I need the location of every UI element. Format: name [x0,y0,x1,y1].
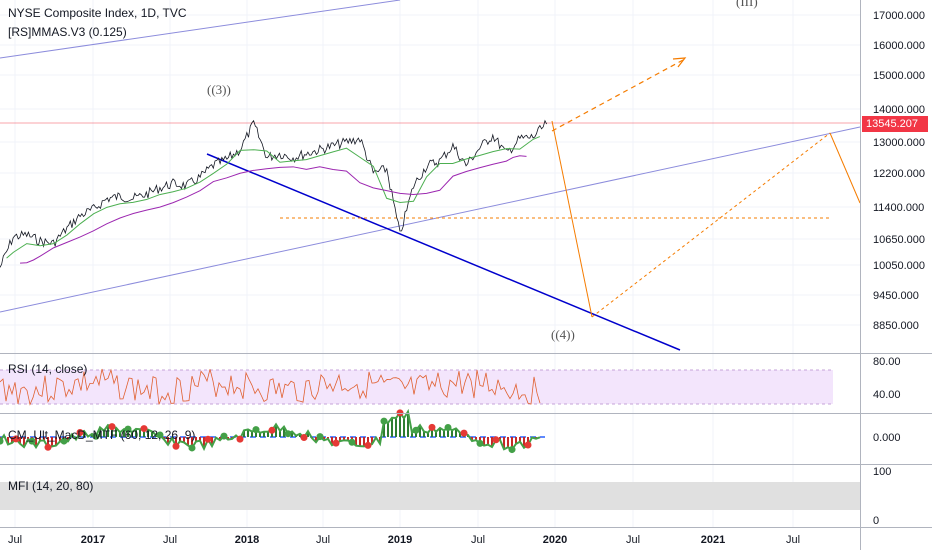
wave-label-4: ((4)) [551,327,575,342]
rsi-tick-label: 80.00 [873,356,901,368]
rsi-band [0,370,833,404]
chart-title[interactable]: NYSE Composite Index, 1D, TVC [8,6,187,20]
macd-legend[interactable]: CM_Ult_MacD_MTF (60, 12, 26, 9) [8,428,196,442]
macd-cross-dot [396,409,404,417]
last-price-badge: 13545.207 [862,116,928,132]
macd-cross-dot [60,437,68,445]
projection-alt-line [551,59,684,132]
macd-cross-dot [316,433,324,441]
macd-cross-dot [460,429,468,437]
time-tick-label: Jul [626,534,640,546]
indicator-legend[interactable]: [RS]MMAS.V3 (0.125) [8,25,127,39]
macd-cross-dot [300,433,308,441]
price-tick-label: 14000.000 [873,104,925,116]
drawings-layer [0,0,861,351]
time-tick-label: 2019 [388,534,412,546]
macd-tick-label: 0.000 [873,432,901,444]
macd-cross-dot [12,435,20,443]
rsi-legend[interactable]: RSI (14, close) [8,362,88,376]
macd-cross-dot [0,437,4,445]
macd-cross-dot [76,428,84,436]
price-tick-label: 15000.000 [873,70,925,82]
mfi-band [0,482,860,510]
macd-cross-dot [252,426,260,434]
macd-cross-dot [332,439,340,447]
price-tick-label: 11400.000 [873,202,924,214]
macd-cross-dot [108,423,116,431]
macd-cross-dot [524,441,532,449]
macd-cross-dot [140,425,148,433]
price-series-layer [0,119,548,268]
down-trendline [206,153,681,351]
price-tick-label: 9450.000 [873,290,919,302]
rsi-line [0,368,541,406]
projection-decline-line [829,132,861,204]
macd-cross-dot [428,423,436,431]
grid-lines [0,0,860,527]
channel-lower-line [0,126,861,313]
price-tick-label: 10650.000 [873,234,925,246]
macd-cross-dot [188,444,196,452]
macd-cross-dot [284,430,292,438]
mfi-tick-label: 100 [873,466,891,478]
time-tick-label: Jul [786,534,800,546]
mfi-tick-label: 0 [873,515,879,527]
macd-cross-dot [44,443,52,451]
rsi-tick-label: 40.00 [873,389,901,401]
macd-cross-dot [220,432,228,440]
time-tick-label: 2020 [543,534,567,546]
time-tick-label: Jul [163,534,177,546]
macd-cross-dot [444,423,452,431]
time-tick-label: Jul [471,534,485,546]
time-tick-label: 2017 [81,534,105,546]
wave-label-iii: (III) [736,0,758,9]
macd-cross-dot [476,439,484,447]
macd-cross-dot [380,417,388,425]
macd-cross-dot [492,436,500,444]
time-tick-label: Jul [8,534,22,546]
moving-average-slow [20,155,527,264]
channel-upper-line [0,0,401,59]
macd-cross-dot [508,446,516,454]
projection-wave-4-line [551,120,593,318]
mfi-legend[interactable]: MFI (14, 20, 80) [8,479,94,493]
time-tick-label: Jul [316,534,330,546]
price-tick-label: 16000.000 [873,40,925,52]
macd-cross-dot [28,437,36,445]
projection-arrow-head [672,57,687,68]
price-line [0,119,548,268]
macd-cross-dot [268,426,276,434]
price-tick-label: 8850.000 [873,320,919,332]
macd-cross-dot [92,432,100,440]
macd-cross-dot [156,431,164,439]
time-tick-label: 2021 [701,534,725,546]
macd-cross-dot [364,441,372,449]
macd-cross-dot [124,425,132,433]
macd-cross-dot [412,426,420,434]
macd-cross-dot [348,438,356,446]
macd-cross-dot [204,435,212,443]
projection-wave-5-line [591,132,831,318]
indicator-panels [0,368,860,510]
wave-label-3: ((3)) [207,82,231,97]
price-tick-label: 17000.000 [873,10,925,22]
price-tick-label: 10050.000 [873,260,925,272]
price-tick-label: 12200.000 [873,168,925,180]
price-tick-label: 13000.000 [873,137,925,149]
macd-cross-dot [236,435,244,443]
macd-cross-dot [172,442,180,450]
time-tick-label: 2018 [235,534,259,546]
moving-average-fast [6,136,541,259]
